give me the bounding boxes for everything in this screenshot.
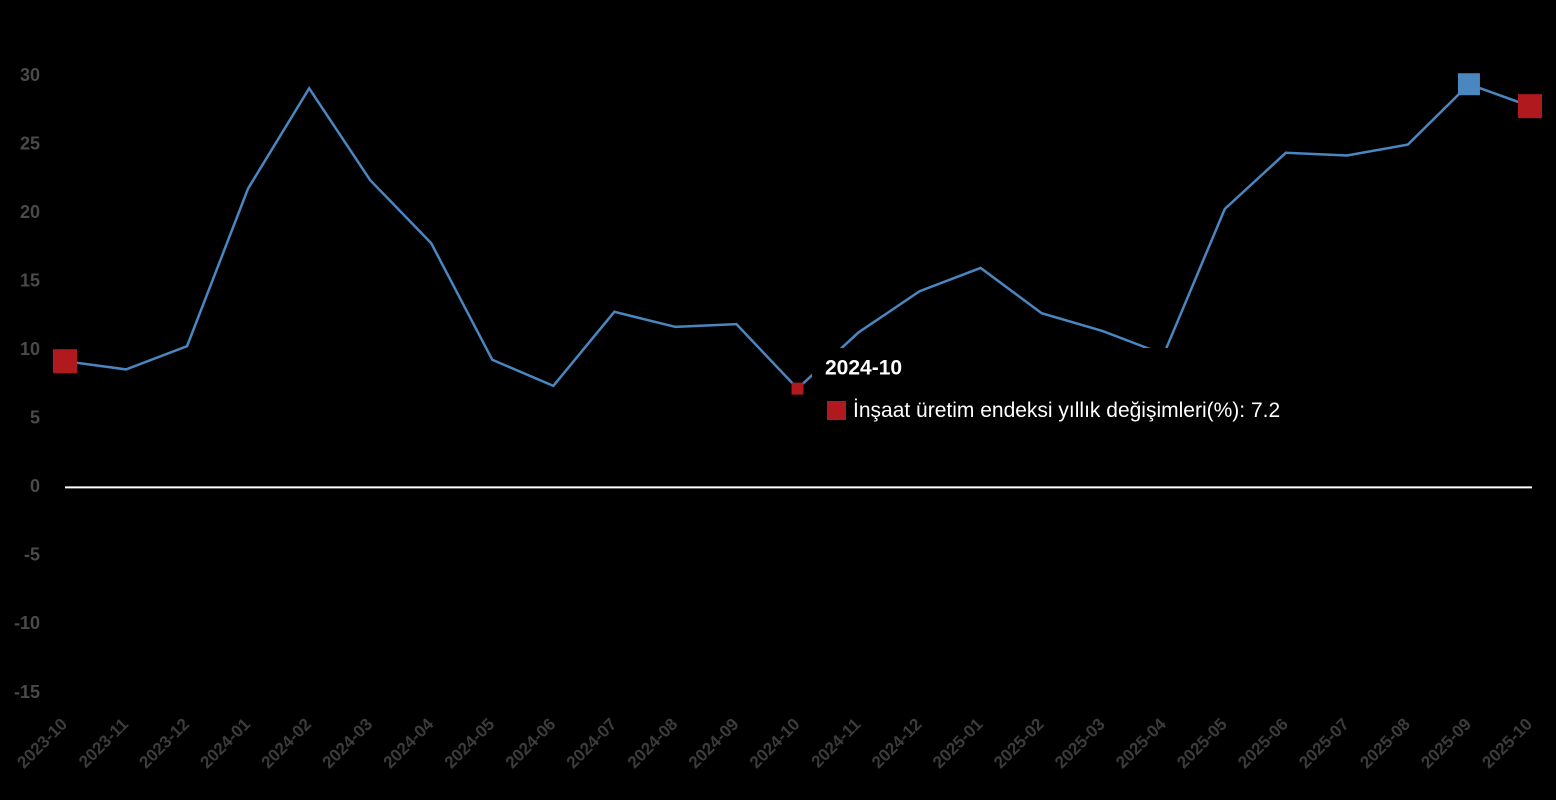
- tooltip-swatch: [827, 401, 846, 420]
- x-tick-label: 2025-07: [1295, 715, 1353, 773]
- x-tick-label: 2025-01: [929, 715, 987, 773]
- x-tick-label: 2024-02: [258, 715, 316, 773]
- x-tick-label: 2024-03: [319, 715, 377, 773]
- tooltip-series-name: İnşaat üretim endeksi yıllık değişimleri…: [853, 399, 1239, 422]
- x-tick-label: 2025-04: [1112, 714, 1170, 772]
- point-marker: [791, 382, 804, 395]
- x-tick-label: 2025-08: [1356, 715, 1414, 773]
- x-tick-label: 2025-10: [1478, 715, 1536, 773]
- x-tick-label: 2023-10: [13, 715, 71, 773]
- y-tick-label: 10: [20, 339, 40, 359]
- line: [64, 82, 1531, 391]
- y-tick-label: -15: [14, 682, 40, 702]
- x-tick-label: 2024-05: [441, 715, 499, 773]
- tooltip-separator: :: [1239, 399, 1251, 422]
- x-tick-label: 2025-05: [1173, 715, 1231, 773]
- x-tick-label: 2024-08: [624, 715, 682, 773]
- tooltip-box: [812, 348, 1354, 430]
- x-tick-label: 2024-12: [868, 715, 926, 773]
- x-tick-label: 2025-03: [1051, 715, 1109, 773]
- y-tick-label: 0: [30, 476, 40, 496]
- x-tick-label: 2023-11: [75, 715, 132, 772]
- tooltip-title: 2024-10: [825, 357, 902, 380]
- x-tick-label: 2024-06: [502, 715, 560, 773]
- y-tick-label: 15: [20, 270, 40, 290]
- tooltip-text: İnşaat üretim endeksi yıllık değişimleri…: [853, 399, 1280, 422]
- x-tick-label: 2025-09: [1417, 715, 1475, 773]
- x-tick-label: 2024-01: [197, 715, 255, 773]
- y-tick-label: 5: [30, 408, 40, 428]
- x-tick-label: 2025-02: [990, 715, 1048, 773]
- x-tick-label: 2024-11: [808, 715, 865, 772]
- y-tick-label: 25: [20, 133, 40, 153]
- tooltip: 2024-10 İnşaat üretim endeksi yıllık deği…: [812, 348, 1354, 430]
- x-tick-label: 2023-12: [136, 715, 194, 773]
- point-marker: [1518, 94, 1542, 119]
- point-marker: [1457, 73, 1480, 96]
- y-tick-label: -10: [14, 613, 40, 633]
- x-tick-label: 2024-10: [746, 715, 804, 773]
- x-tick-label: 2025-06: [1234, 715, 1292, 773]
- x-tick-label: 2024-04: [380, 714, 438, 772]
- y-tick-label: 30: [20, 65, 40, 85]
- y-tick-label: 20: [20, 202, 40, 222]
- x-tick-label: 2024-07: [563, 715, 621, 773]
- tooltip-value: 7.2: [1251, 399, 1280, 422]
- x-tick-label: 2024-09: [685, 715, 743, 773]
- y-tick-label: -5: [24, 545, 40, 565]
- point-marker: [53, 349, 77, 374]
